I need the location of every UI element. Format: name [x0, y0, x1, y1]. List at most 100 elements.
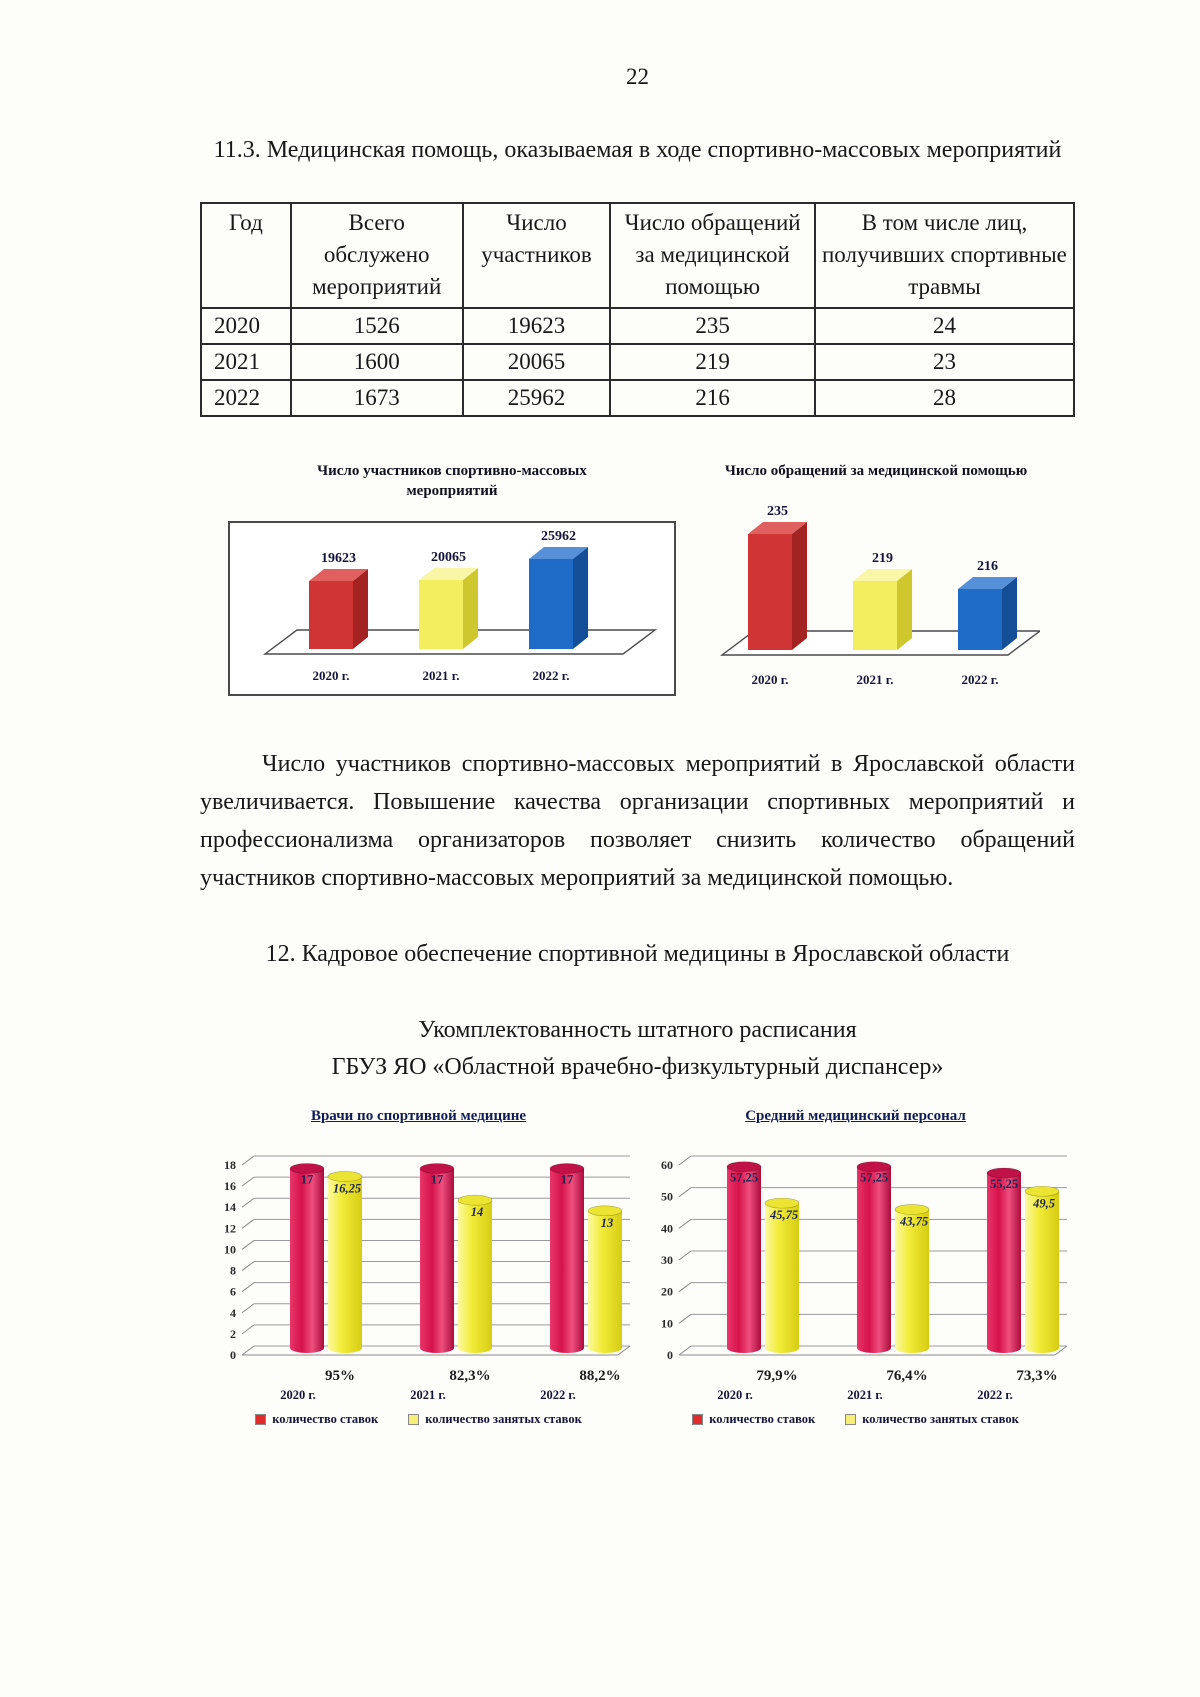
- subtitle-line-1: Укомплектованность штатного расписания: [418, 1016, 857, 1043]
- svg-text:20: 20: [661, 1285, 673, 1299]
- yellow-swatch-icon: [845, 1414, 857, 1426]
- table-header-cell: Всего обслужено мероприятий: [289, 202, 464, 309]
- table-cell: 20065: [461, 342, 612, 381]
- svg-text:216: 216: [977, 559, 998, 574]
- svg-text:6: 6: [230, 1285, 236, 1299]
- subtitle-line-2: ГБУЗ ЯО «Областной врачебно-физкультурны…: [331, 1054, 944, 1080]
- svg-text:30: 30: [661, 1253, 673, 1267]
- table-header-cell: Год: [200, 202, 292, 309]
- document-page: 22 11.3. Медицинская помощь, оказываемая…: [200, 0, 1076, 1427]
- svg-text:2020 г.: 2020 г.: [717, 1388, 753, 1402]
- nurses-chart: Средний медицинский персонал 0 10 20 30 40 50…: [637, 1108, 1074, 1427]
- svg-text:16: 16: [224, 1179, 236, 1193]
- requests-chart-title: Число обращений за медицинской помощью: [724, 462, 1028, 479]
- table-header-cell: Число обращений за медицинской помощью: [609, 202, 816, 309]
- table-cell: 1526: [289, 306, 464, 345]
- svg-text:17: 17: [301, 1173, 314, 1187]
- svg-text:40: 40: [661, 1222, 673, 1236]
- table-cell: 235: [609, 306, 816, 345]
- section-12-subtitle: Укомплектованность штатного расписания Г…: [200, 1012, 1075, 1086]
- table-cell: 1600: [289, 342, 464, 381]
- table-cell: 2021: [200, 342, 292, 381]
- section-11-title: 11.3. Медицинская помощь, оказываемая в …: [213, 137, 1062, 163]
- legend-item-occupied-positions: количество занятых ставок: [845, 1412, 1019, 1427]
- red-swatch-icon: [255, 1414, 267, 1426]
- svg-text:12: 12: [224, 1222, 236, 1236]
- svg-text:25962: 25962: [541, 529, 576, 544]
- svg-text:49,5: 49,5: [1032, 1196, 1055, 1210]
- svg-text:55,25: 55,25: [990, 1177, 1018, 1191]
- table-header-row: Год Всего обслужено мероприятий Число учас…: [200, 202, 1076, 309]
- svg-text:2020 г.: 2020 г.: [752, 672, 789, 687]
- table-cell: 2022: [200, 378, 292, 417]
- legend-label: количество занятых ставок: [862, 1412, 1019, 1427]
- table-cell: 2020: [200, 306, 292, 345]
- participants-bar-chart: 19623 2020 г. 20065 2021 г. 25962 2022 г.: [262, 529, 658, 683]
- table-row: 2020 1526 19623 235 24: [200, 306, 1076, 345]
- red-swatch-icon: [692, 1414, 704, 1426]
- svg-text:2022 г.: 2022 г.: [977, 1388, 1013, 1402]
- svg-text:8: 8: [230, 1264, 236, 1278]
- table-cell: 25962: [461, 378, 612, 417]
- legend-item-staff-positions: количество ставок: [255, 1412, 378, 1427]
- nurses-cylinder-chart: 0 10 20 30 40 50 60 57,25 45,75 79,9%2020 г. 57,25…: [661, 1155, 1068, 1402]
- nurses-legend: количество ставок количество занятых ста…: [637, 1412, 1074, 1427]
- svg-text:18: 18: [224, 1158, 236, 1172]
- participants-chart-frame: 19623 2020 г. 20065 2021 г. 25962 2022 г.: [228, 521, 676, 697]
- body-paragraph: Число участников спортивно-массовых меро…: [200, 750, 1075, 891]
- table-cell: 216: [609, 378, 816, 417]
- legend-label: количество ставок: [272, 1412, 379, 1427]
- svg-text:57,25: 57,25: [730, 1171, 758, 1185]
- svg-text:10: 10: [224, 1243, 236, 1257]
- svg-text:57,25: 57,25: [860, 1171, 888, 1185]
- doctors-cylinder-chart: 0 2 4 6 8 10 12 14 16 18 17 16,25 95% 2020 г. 17 14 82,3…: [224, 1155, 631, 1402]
- svg-text:19623: 19623: [321, 551, 356, 566]
- legend-item-staff-positions: количество ставок: [692, 1412, 815, 1427]
- svg-text:10: 10: [661, 1317, 673, 1331]
- svg-text:82,3%: 82,3%: [449, 1368, 490, 1384]
- svg-text:2021 г.: 2021 г.: [857, 672, 894, 687]
- svg-text:20065: 20065: [431, 550, 466, 565]
- legend-item-occupied-positions: количество занятых ставок: [408, 1412, 582, 1427]
- svg-text:0: 0: [230, 1348, 236, 1362]
- svg-text:2022 г.: 2022 г.: [962, 672, 999, 687]
- requests-bar-chart: 235 2020 г. 219 2021 г. 216 2022 г.: [719, 504, 1043, 687]
- svg-text:13: 13: [601, 1216, 614, 1230]
- svg-text:73,3%: 73,3%: [1016, 1368, 1057, 1384]
- section-12-title: 12. Кадровое обеспечение спортивной меди…: [265, 940, 1010, 967]
- participants-chart-title: Число участников спортивно-массовых меро…: [317, 462, 587, 499]
- svg-text:60: 60: [661, 1158, 673, 1172]
- table-cell: 28: [813, 378, 1076, 417]
- participants-chart: Число участников спортивно-массовых меро…: [228, 461, 676, 697]
- svg-text:2022 г.: 2022 г.: [533, 668, 570, 683]
- requests-chart: Число обращений за медицинской помощью 2…: [710, 461, 1043, 697]
- table-cell: 1673: [289, 378, 464, 417]
- svg-text:0: 0: [667, 1348, 673, 1362]
- table-cell: 24: [813, 306, 1076, 345]
- svg-text:79,9%: 79,9%: [756, 1368, 797, 1384]
- svg-text:219: 219: [872, 551, 893, 566]
- table-cell: 23: [813, 342, 1076, 381]
- page-number: 22: [626, 64, 649, 89]
- svg-text:45,75: 45,75: [769, 1208, 798, 1222]
- bottom-charts-row: Врачи по спортивной медицине 0 2 4 6 8 10 12 14…: [200, 1108, 1075, 1427]
- svg-text:95%: 95%: [325, 1368, 355, 1384]
- svg-text:235: 235: [767, 504, 788, 519]
- table-row: 2021 1600 20065 219 23: [200, 342, 1076, 381]
- svg-text:43,75: 43,75: [899, 1215, 928, 1229]
- svg-text:50: 50: [661, 1190, 673, 1204]
- svg-text:14: 14: [471, 1205, 484, 1219]
- svg-text:4: 4: [230, 1306, 236, 1320]
- table-header-cell: Число участников: [461, 202, 612, 309]
- svg-text:17: 17: [431, 1173, 444, 1187]
- legend-label: количество ставок: [709, 1412, 816, 1427]
- svg-text:2021 г.: 2021 г.: [410, 1388, 446, 1402]
- svg-text:14: 14: [224, 1200, 236, 1214]
- table-cell: 219: [609, 342, 816, 381]
- medical-aid-table: Год Всего обслужено мероприятий Число учас…: [200, 202, 1076, 417]
- svg-text:2021 г.: 2021 г.: [423, 668, 460, 683]
- svg-text:76,4%: 76,4%: [886, 1368, 927, 1384]
- nurses-chart-title: Средний медицинский персонал: [745, 1108, 966, 1125]
- svg-text:17: 17: [561, 1173, 574, 1187]
- table-header-cell: В том числе лиц, получивших спортивные т…: [813, 202, 1076, 309]
